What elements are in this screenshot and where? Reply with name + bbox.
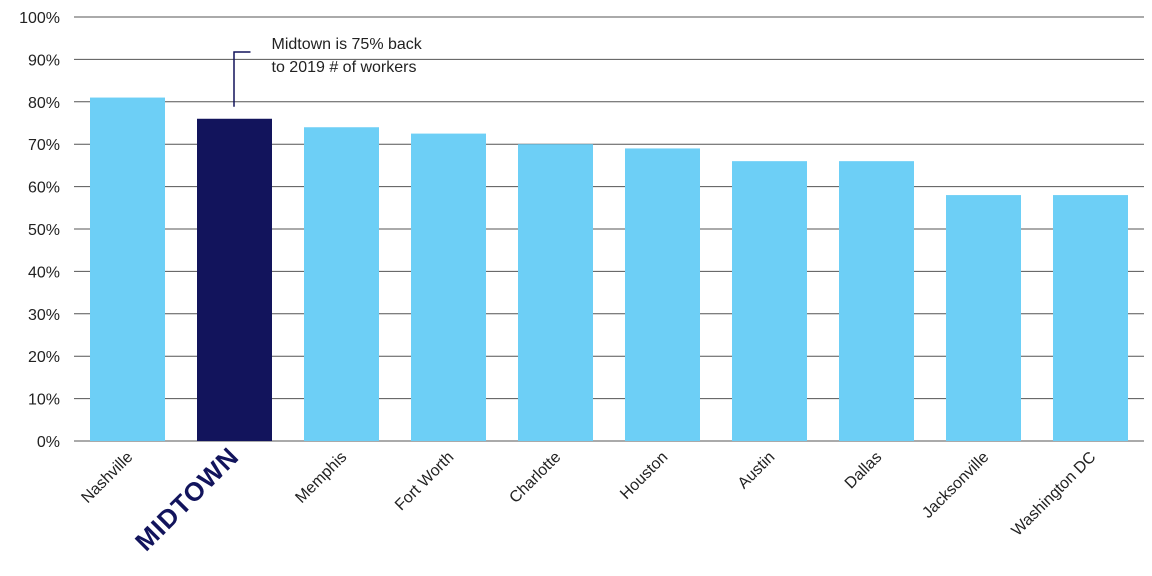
y-tick-label: 40% [28,264,60,281]
bar [946,195,1021,441]
x-tick-label: Dallas [842,449,885,492]
y-tick-label: 20% [28,349,60,366]
y-tick-label: 10% [28,392,60,409]
annotation: Midtown is 75% back to 2019 # of workers [233,36,427,107]
annotation-leader-line [233,51,251,107]
y-tick-label: 70% [28,137,60,154]
bar [90,97,165,441]
y-tick-label: 30% [28,307,60,324]
y-tick-label: 90% [28,52,60,69]
y-tick-label: 100% [19,10,60,27]
bar [304,127,379,442]
y-tick-label: 50% [28,222,60,239]
annotation-text: Midtown is 75% back to 2019 # of workers [272,36,427,76]
x-tick-label: Nashville [78,449,136,507]
y-tick-label: 0% [37,434,60,451]
x-tick-label: Houston [617,449,671,503]
x-tick-label: Austin [735,449,778,492]
x-tick-label: Washington DC [1008,449,1099,540]
annotation-line-2: to 2019 # of workers [272,59,417,76]
bar [518,144,593,441]
x-tick-label: Memphis [292,449,350,507]
x-tick-label: Charlotte [506,449,564,507]
y-tick-label: 60% [28,180,60,197]
y-axis-tick-labels: 0% 10% 20% 30% 40% 50% 60% 70% 80% 90% 100% [19,10,60,451]
midtown-logo-label: MIDTOWN [129,441,245,557]
bar [1053,195,1128,441]
y-tick-label: 80% [28,95,60,112]
x-tick-label: Jacksonville [919,449,992,522]
bar [411,133,486,441]
bars [90,97,1128,442]
bar [839,161,914,441]
x-tick-label: Fort Worth [392,449,457,514]
bar [625,148,700,441]
bar [197,118,272,441]
annotation-line-1: Midtown is 75% back [272,36,423,53]
bar [732,161,807,441]
